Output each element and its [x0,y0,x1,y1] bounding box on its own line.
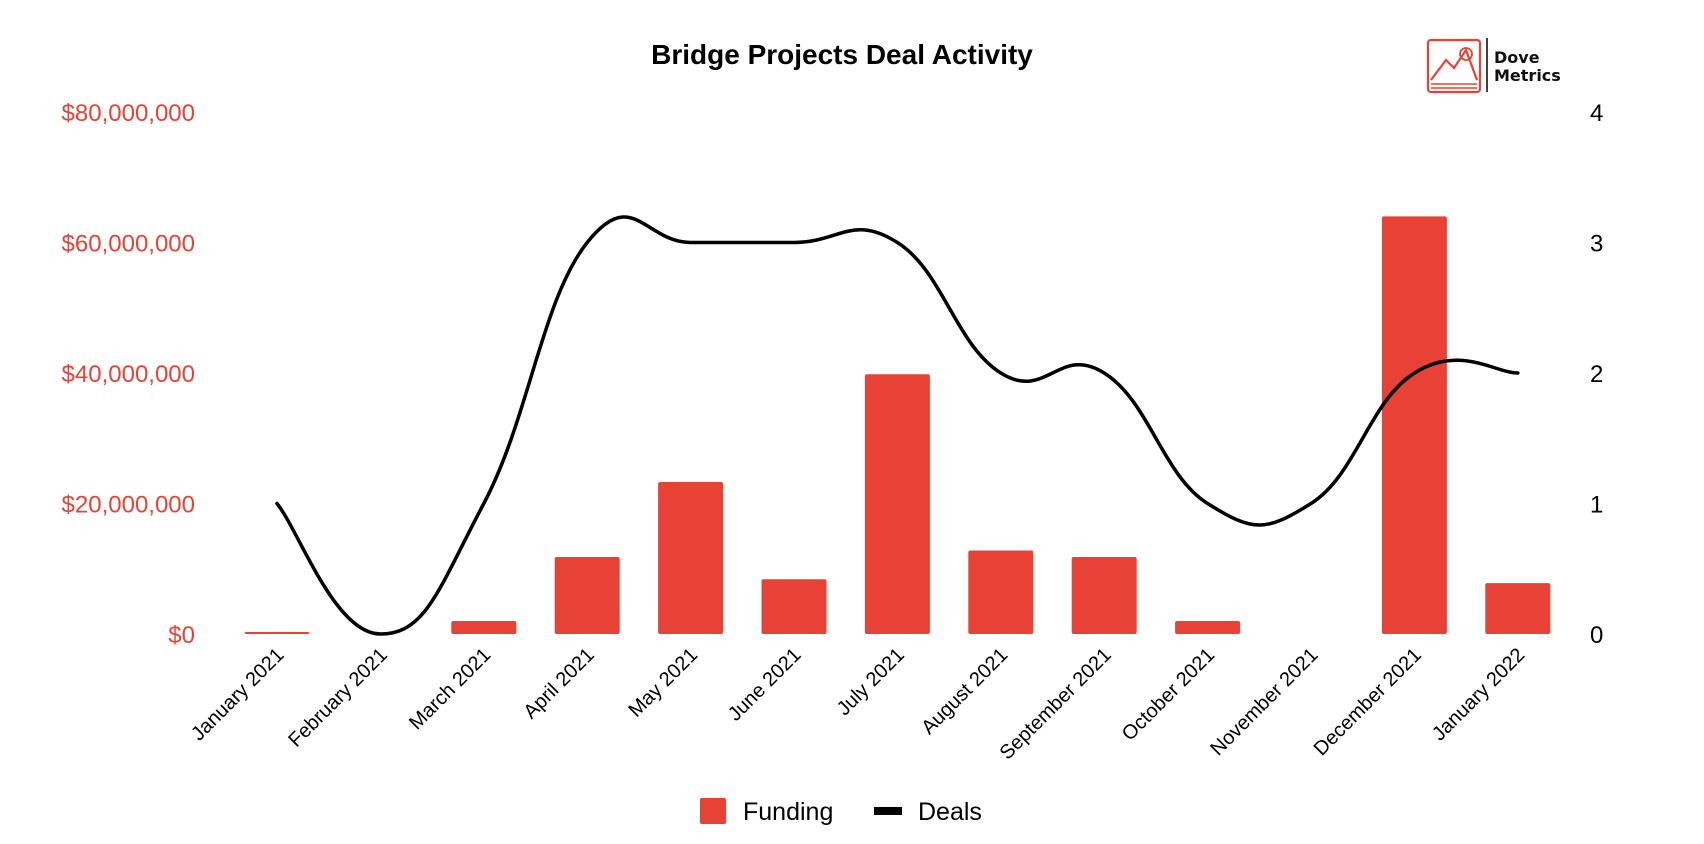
funding-bar [864,374,930,634]
funding-bar [244,632,310,634]
y-right-tick-label: 0 [1590,622,1603,649]
funding-bar [1071,557,1137,634]
deals-line [275,215,1520,636]
chart-title: Bridge Projects Deal Activity [651,39,1033,70]
x-tick-label: January 2021 [187,644,288,745]
funding-bars [244,216,1551,634]
funding-bar [658,481,724,634]
x-tick-label: April 2021 [519,644,598,723]
y-right-tick-label: 3 [1590,231,1603,258]
y-right-tick-label: 1 [1590,492,1603,519]
right-y-axis-ticks: 0 1 2 3 4 [1590,100,1603,649]
deals-line-layer [275,215,1520,636]
dove-metrics-logo: Dove Metrics [1426,38,1561,94]
y-left-tick-label: $20,000,000 [62,492,195,519]
legend: Funding Deals [700,798,982,826]
funding-bar [554,557,620,634]
y-left-tick-label: $40,000,000 [62,361,195,388]
funding-bar [1485,583,1551,634]
x-tick-label: February 2021 [284,644,392,752]
funding-bar [761,579,827,634]
x-tick-label: December 2021 [1310,644,1426,760]
x-tick-label: October 2021 [1118,644,1219,745]
legend-swatch-funding [700,798,726,824]
funding-bar [1381,216,1447,634]
y-right-tick-label: 4 [1590,100,1603,127]
funding-bar [968,550,1034,634]
left-y-axis-ticks: $0 $20,000,000 $40,000,000 $60,000,000 $80,0… [62,100,195,649]
y-left-tick-label: $80,000,000 [62,100,195,127]
x-tick-label: March 2021 [405,644,495,734]
x-tick-label: September 2021 [996,644,1116,764]
x-tick-label: July 2021 [833,644,909,720]
funding-bar [451,620,517,634]
funding-bar [1175,620,1241,634]
legend-label-deals: Deals [918,798,982,826]
x-tick-label: November 2021 [1206,644,1322,760]
y-left-tick-label: $0 [168,622,195,649]
legend-swatch-deals [874,807,902,815]
logo-text-line2: Metrics [1494,66,1561,85]
x-tick-label: January 2022 [1428,644,1529,745]
y-right-tick-label: 2 [1590,361,1603,388]
y-left-tick-label: $60,000,000 [62,231,195,258]
logo-text-line1: Dove [1494,48,1540,67]
x-tick-label: May 2021 [624,644,702,722]
x-tick-label: August 2021 [917,644,1012,739]
x-tick-label: June 2021 [724,644,806,726]
mountain-icon [1426,38,1482,94]
legend-label-funding: Funding [743,798,833,826]
